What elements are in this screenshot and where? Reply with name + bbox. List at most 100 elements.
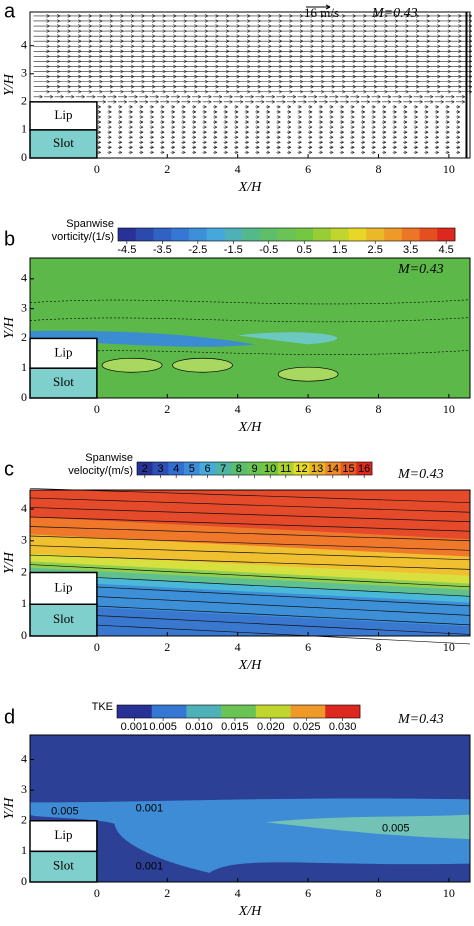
plot-frame xyxy=(29,11,471,159)
y-tick-label: 3 xyxy=(21,782,27,796)
y-tick-label: 2 xyxy=(21,330,27,344)
x-tick-label: 0 xyxy=(94,640,100,654)
field-region xyxy=(277,366,339,382)
y-axis-label: Y/H xyxy=(2,797,17,820)
colorbar-tick-label: 4 xyxy=(173,463,179,475)
colorbar-swatch xyxy=(206,228,225,241)
colorbar-tick-label: 0.015 xyxy=(221,721,249,733)
annotation: M=0.43 xyxy=(397,467,444,482)
streamline xyxy=(29,507,471,523)
colorbar-tick-label: -3.5 xyxy=(153,244,172,256)
x-tick-label: 2 xyxy=(164,640,170,654)
colorbar-tick-label: 11 xyxy=(280,463,291,475)
colorbar-swatch xyxy=(348,228,367,241)
streamline xyxy=(29,564,471,588)
x-axis-label: X/H xyxy=(238,420,262,435)
x-tick-label: 8 xyxy=(375,402,381,416)
y-tick-label: 1 xyxy=(21,843,27,857)
streamline xyxy=(29,554,471,570)
colorbar-tick-label: 0.030 xyxy=(329,721,357,733)
plot-frame xyxy=(29,257,471,399)
y-tick-label: 4 xyxy=(21,37,27,51)
contour-label: 0.005 xyxy=(51,805,79,817)
colorbar-swatch xyxy=(309,462,326,475)
colorbar-tick-label: 0.020 xyxy=(257,721,285,733)
colorbar-swatch xyxy=(437,228,456,241)
field-region xyxy=(172,357,233,373)
box-label: Slot xyxy=(53,135,74,150)
colorbar-swatch xyxy=(118,228,137,241)
x-tick-label: 8 xyxy=(375,640,381,654)
streamline xyxy=(29,497,471,513)
colorbar-tick-label: 3.5 xyxy=(403,244,418,256)
box xyxy=(29,571,98,606)
streamline xyxy=(29,592,471,616)
box xyxy=(29,603,98,637)
x-tick-label: 10 xyxy=(443,162,455,176)
annotation: 16 m/s xyxy=(304,5,339,20)
colorbar-swatch xyxy=(135,228,154,241)
colorbar-label: Spanwise xyxy=(66,218,114,230)
y-tick-label: 0 xyxy=(21,874,27,888)
x-axis-label: X/H xyxy=(238,180,262,195)
colorbar-swatch xyxy=(186,705,222,718)
colorbar-tick-label: 0.5 xyxy=(297,244,312,256)
colorbar-swatch xyxy=(188,228,207,241)
streamline xyxy=(29,611,471,635)
colorbar-swatch xyxy=(199,462,216,475)
x-tick-label: 6 xyxy=(305,402,311,416)
colorbar-tick-label: 4.5 xyxy=(438,244,453,256)
x-tick-label: 2 xyxy=(164,402,170,416)
y-tick-label: 0 xyxy=(21,628,27,642)
colorbar-swatch xyxy=(419,228,438,241)
x-tick-label: 2 xyxy=(164,162,170,176)
vector-field xyxy=(33,14,473,155)
panel: Lip Slot 0 2 4 6 8 10 0 1 2 3 4 X/H Y/H b M=0.43 Spanwise… xyxy=(2,218,471,435)
colorbar-swatch xyxy=(117,705,153,718)
colorbar-swatch xyxy=(325,462,341,475)
x-tick-label: 0 xyxy=(94,402,100,416)
colorbar-swatch xyxy=(152,462,169,475)
scale-arrow xyxy=(306,4,331,10)
y-tick-label: 4 xyxy=(21,271,27,285)
colorbar-swatch xyxy=(168,462,185,475)
colorbar-swatch xyxy=(384,228,403,241)
colorbar-tick-label: 14 xyxy=(327,463,339,475)
field xyxy=(30,258,470,398)
colorbar-swatch xyxy=(184,462,200,475)
x-tick-label: 0 xyxy=(94,886,100,900)
colorbar-label: velocity/(m/s) xyxy=(68,465,133,477)
field-region xyxy=(237,332,338,345)
annotation: M=0.43 xyxy=(371,6,418,21)
annotation: M=0.43 xyxy=(397,262,444,277)
colorbar-label: vorticity/(1/s) xyxy=(52,231,114,243)
colorbar-swatch xyxy=(330,228,349,241)
colorbar-frame xyxy=(116,704,361,719)
streamline xyxy=(29,602,471,626)
annotation: M=0.43 xyxy=(397,712,444,727)
y-tick-label: 1 xyxy=(21,360,27,374)
colorbar-swatch xyxy=(277,228,296,241)
colorbar-tick-label: 7 xyxy=(220,463,226,475)
box-label: Slot xyxy=(53,611,74,626)
y-tick-label: 2 xyxy=(21,94,27,108)
colorbar-swatch xyxy=(137,462,153,475)
colorbar-tick-label: 0.010 xyxy=(185,721,213,733)
streamline xyxy=(29,535,471,551)
box-label: Slot xyxy=(53,858,74,873)
colorbar-swatch xyxy=(313,228,332,241)
colorbar-swatch xyxy=(295,228,314,241)
colorbar-tick-label: -2.5 xyxy=(188,244,207,256)
y-tick-label: 2 xyxy=(21,813,27,827)
y-axis-label: Y/H xyxy=(2,316,17,339)
colorbar-tick-label: 6 xyxy=(204,463,210,475)
colorbar-tick-label: 9 xyxy=(251,463,257,475)
colorbar-tick-label: 0.005 xyxy=(149,721,177,733)
x-tick-label: 6 xyxy=(305,640,311,654)
y-tick-label: 3 xyxy=(21,300,27,314)
y-tick-label: 1 xyxy=(21,596,27,610)
contour-label: 0.005 xyxy=(382,822,410,834)
x-tick-label: 2 xyxy=(164,886,170,900)
